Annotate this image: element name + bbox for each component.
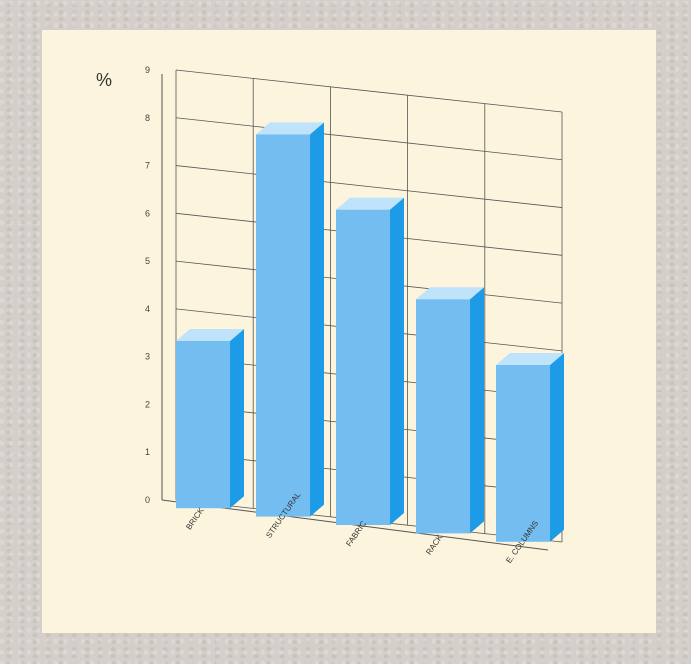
- bar-top: [256, 122, 324, 135]
- gridline-h: [175, 117, 563, 161]
- y-tick-label: 2: [145, 399, 150, 409]
- y-tick-label: 0: [145, 495, 150, 505]
- y-tick-label: 9: [145, 65, 150, 75]
- y-tick-label: 7: [145, 161, 150, 171]
- bar: [176, 340, 230, 509]
- gridline-h: [175, 165, 563, 208]
- bar-top: [496, 353, 564, 366]
- bar: [336, 209, 390, 525]
- y-tick-label: 8: [145, 113, 150, 123]
- y-tick-label: 4: [145, 304, 150, 314]
- bar-top: [416, 287, 484, 300]
- bar-side: [230, 328, 244, 509]
- x-category-label: BRICK: [184, 506, 206, 532]
- bar: [496, 365, 550, 542]
- bar: [256, 134, 310, 517]
- bar-top: [176, 328, 244, 341]
- y-tick-label: 6: [145, 208, 150, 218]
- bar-top: [336, 197, 404, 210]
- bar-side: [550, 353, 564, 542]
- gridline-h: [175, 69, 563, 113]
- bar-side: [310, 122, 324, 517]
- y-tick-label: 3: [145, 352, 150, 362]
- bar-side: [470, 287, 484, 534]
- y-tick-label: 1: [145, 447, 150, 457]
- bar-side: [390, 197, 404, 525]
- y-axis-unit-label: %: [96, 70, 112, 90]
- y-tick-label: 5: [145, 256, 150, 266]
- bar: [416, 299, 470, 534]
